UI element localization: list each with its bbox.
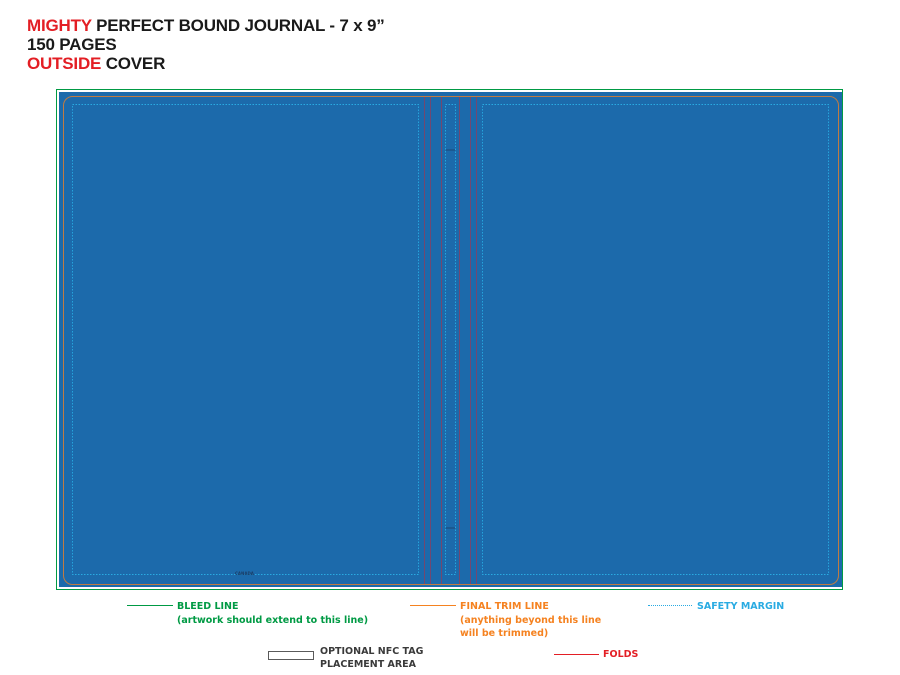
title-cover: COVER bbox=[101, 54, 166, 73]
title-pages: 150 PAGES bbox=[27, 35, 117, 54]
cover-template-diagram: CANADA bbox=[56, 89, 843, 590]
cover-artwork-area bbox=[59, 92, 842, 587]
legend-nfc-swatch bbox=[268, 651, 314, 660]
title-accent-mighty: MIGHTY bbox=[27, 16, 92, 35]
title-accent-outside: OUTSIDE bbox=[27, 54, 102, 73]
legend-nfc-label-2: PLACEMENT AREA bbox=[320, 659, 417, 670]
legend-trim-note-2: will be trimmed) bbox=[460, 628, 549, 639]
title-line-cover: OUTSIDE COVER bbox=[27, 54, 385, 73]
legend-bleed-label: BLEED LINE bbox=[177, 601, 239, 612]
legend-safety-label: SAFETY MARGIN bbox=[697, 601, 785, 612]
legend-trim-swatch bbox=[410, 605, 456, 606]
title-line-product: MIGHTY PERFECT BOUND JOURNAL - 7 x 9” bbox=[27, 16, 385, 35]
legend-bleed-note: (artwork should extend to this line) bbox=[177, 615, 369, 626]
title-line-pages: 150 PAGES bbox=[27, 35, 385, 54]
legend-folds-label: FOLDS bbox=[603, 649, 639, 660]
final-trim-line bbox=[63, 96, 839, 585]
title-product-name: PERFECT BOUND JOURNAL - 7 x 9” bbox=[91, 16, 385, 35]
template-title: MIGHTY PERFECT BOUND JOURNAL - 7 x 9” 15… bbox=[27, 16, 385, 73]
legend-bleed-swatch bbox=[127, 605, 173, 606]
legend-trim-note-1: (anything beyond this line bbox=[460, 615, 602, 626]
legend-safety-swatch bbox=[648, 605, 692, 606]
legend-folds-swatch bbox=[554, 654, 599, 655]
legend-trim-label: FINAL TRIM LINE bbox=[460, 601, 549, 612]
legend-nfc-label-1: OPTIONAL NFC TAG bbox=[320, 646, 424, 657]
back-cover-small-label: CANADA bbox=[235, 571, 255, 576]
bleed-line-border bbox=[56, 89, 843, 590]
